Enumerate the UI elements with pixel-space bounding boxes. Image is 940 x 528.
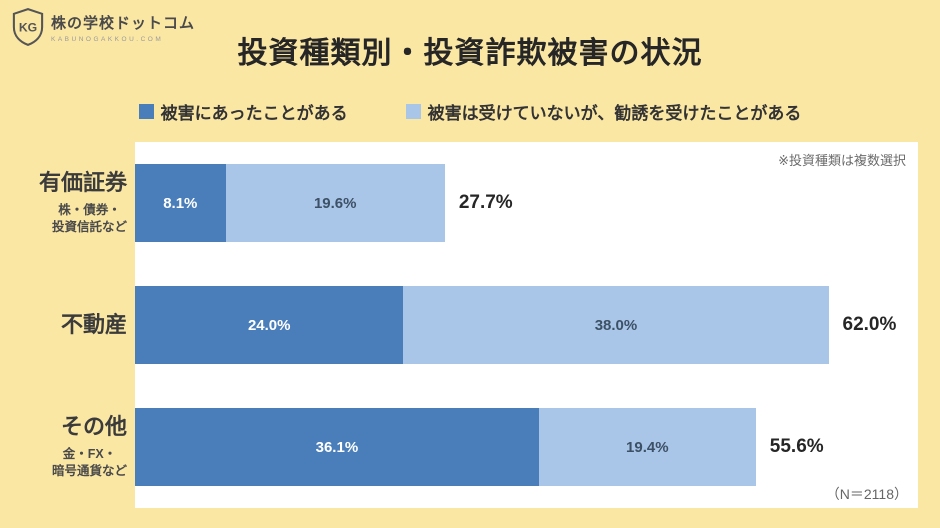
bar-total-value: 27.7% (458, 192, 513, 213)
bar-segment-victim: 36.1% (135, 408, 539, 486)
shield-logo-icon: KG (12, 8, 44, 51)
chart-panel: ※投資種類は複数選択 （N＝2118） 8.1% 19.6% 27.7% 24.0% 3… (135, 142, 918, 508)
category-sublabel: 株・債券・ 投資信託など (51, 202, 127, 234)
bar-total-value: 62.0% (842, 314, 897, 335)
category-sublabel: 金・FX・ 暗号通貨など (51, 446, 127, 478)
segment-value-victim: 24.0% (247, 316, 291, 334)
segment-value-solicited: 19.6% (313, 194, 357, 212)
category-labels: 有価証券株・債券・ 投資信託など不動産その他金・FX・ 暗号通貨など (0, 142, 135, 508)
logo-name: 株の学校ドットコム (51, 15, 196, 33)
segment-value-victim: 36.1% (315, 438, 359, 456)
bar-row: 8.1% 19.6% 27.7% (135, 142, 918, 264)
legend-swatch-dark-icon (138, 104, 154, 119)
legend: 被害にあったことがある 被害は受けていないが、勧誘を受けたことがある (0, 99, 940, 124)
legend-item-victim: 被害にあったことがある (138, 99, 348, 124)
category-label: 有価証券 (38, 170, 127, 196)
multi-select-note: ※投資種類は複数選択 (778, 153, 906, 168)
category-label: その他 (60, 414, 127, 440)
bar-segment-solicited: 19.4% (538, 408, 756, 486)
bar-segment-victim: 24.0% (135, 286, 404, 364)
bar-row: 36.1% 19.4% 55.6% (135, 386, 918, 508)
legend-label-victim: 被害にあったことがある (160, 104, 348, 123)
stacked-bar-chart: 有価証券株・債券・ 投資信託など不動産その他金・FX・ 暗号通貨など ※投資種類… (0, 142, 918, 508)
category-label: 不動産 (60, 311, 127, 337)
category-label-row: 不動産 (0, 264, 135, 386)
sample-size-note: （N＝2118） (825, 486, 908, 502)
bar-row: 24.0% 38.0% 62.0% (135, 264, 918, 386)
legend-swatch-light-icon (405, 104, 421, 119)
legend-item-solicited: 被害は受けていないが、勧誘を受けたことがある (405, 99, 802, 124)
logo-text-block: 株の学校ドットコム KABUNOGAKKOU.COM (51, 16, 195, 43)
category-label-row: その他金・FX・ 暗号通貨など (0, 386, 135, 508)
bar-segment-solicited: 38.0% (403, 286, 829, 364)
segment-value-victim: 8.1% (163, 194, 198, 212)
svg-text:KG: KG (19, 21, 37, 35)
category-label-row: 有価証券株・債券・ 投資信託など (0, 142, 135, 264)
legend-label-solicited: 被害は受けていないが、勧誘を受けたことがある (427, 104, 802, 123)
logo-subtext: KABUNOGAKKOU.COM (51, 35, 164, 43)
segment-value-solicited: 38.0% (594, 316, 638, 334)
bar-segment-solicited: 19.6% (225, 164, 445, 242)
bar-segment-victim: 8.1% (135, 164, 226, 242)
site-logo: KG 株の学校ドットコム KABUNOGAKKOU.COM (12, 8, 195, 51)
page-title: 投資種類別・投資詐欺被害の状況 (237, 37, 703, 70)
bar-total-value: 55.6% (769, 436, 824, 457)
segment-value-solicited: 19.4% (626, 438, 669, 456)
